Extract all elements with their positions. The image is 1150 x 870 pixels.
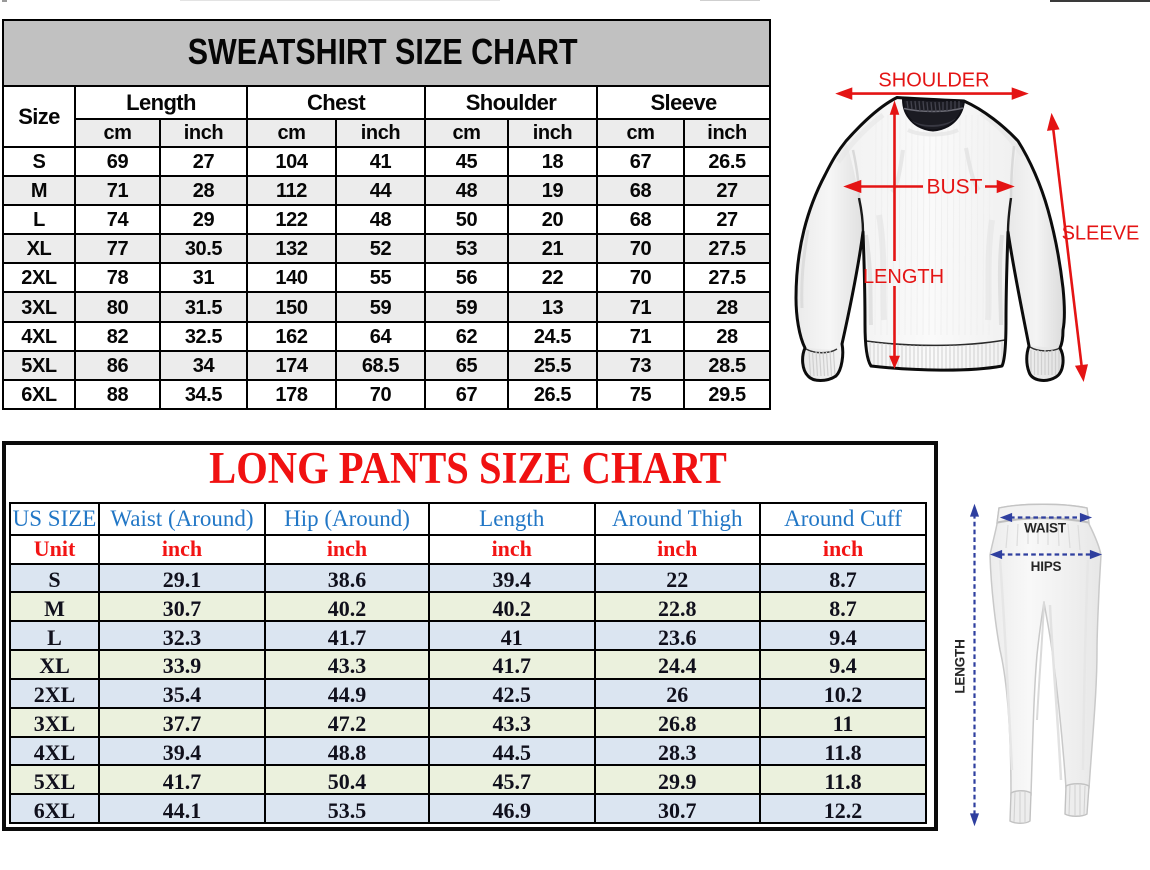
svg-text:BUST: BUST — [926, 176, 982, 199]
svg-text:HIPS: HIPS — [1031, 559, 1062, 574]
svg-text:WAIST: WAIST — [1024, 521, 1067, 536]
svg-text:LENGTH: LENGTH — [863, 266, 944, 288]
svg-text:LENGTH: LENGTH — [953, 639, 968, 693]
svg-text:SHOULDER: SHOULDER — [878, 69, 989, 91]
svg-text:SLEEVE: SLEEVE — [1062, 223, 1140, 245]
